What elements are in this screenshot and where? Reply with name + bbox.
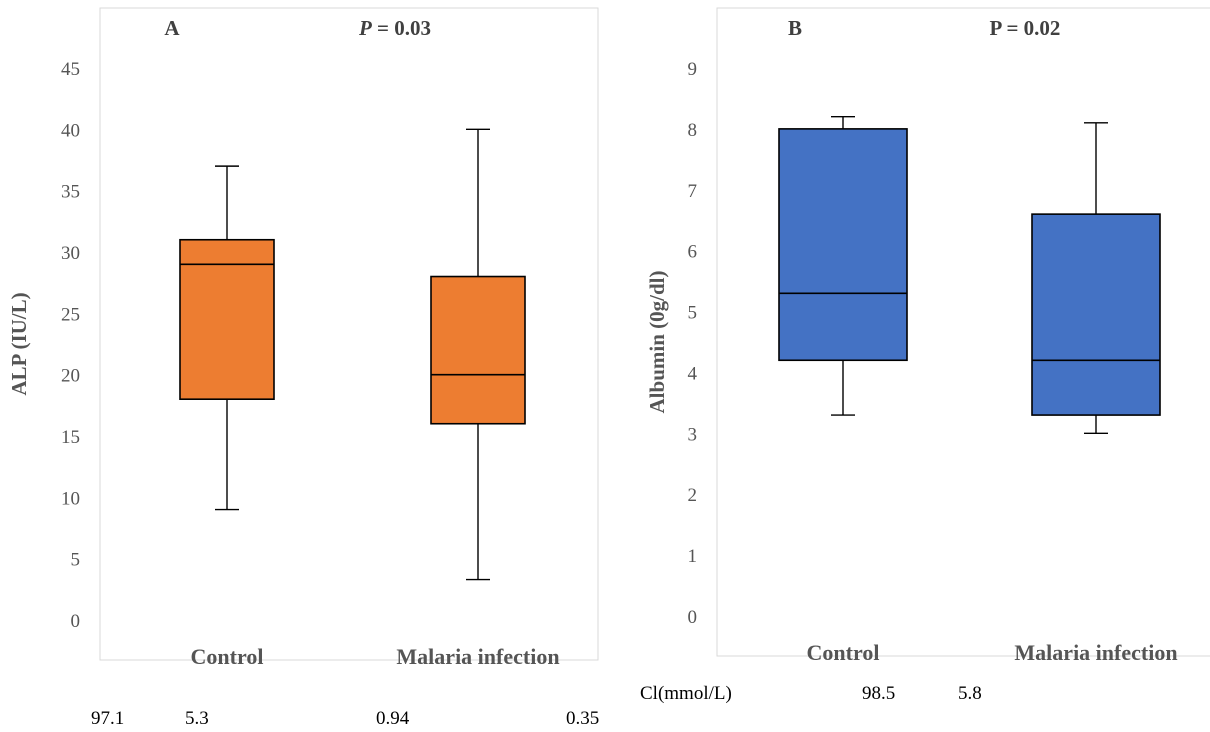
footer-cl-label: Cl(mmol/L) — [640, 683, 732, 704]
category-label: Malaria infection — [396, 644, 559, 669]
p-value-text: = 0.03 — [372, 16, 431, 40]
y-tick-label: 5 — [688, 303, 698, 324]
y-tick-label: 2 — [688, 485, 698, 506]
category-label: Control — [807, 640, 880, 665]
y-tick-label: 7 — [688, 181, 698, 202]
panel-label: A — [164, 16, 180, 40]
plot-border — [716, 7, 1210, 657]
y-tick-label: 35 — [61, 182, 80, 203]
box-control — [179, 165, 275, 511]
panel-b-albumin-boxplot: 0 1 2 3 4 5 6 7 8 9 Albumin (0g/dl) B P = 0.02 Contro… — [645, 7, 1210, 665]
footer-row-value-4: 0.35 — [566, 708, 600, 729]
box-iqr — [179, 238, 275, 400]
footer-cl-value-1: 98.5 — [862, 683, 896, 704]
y-tick-label: 6 — [688, 242, 698, 263]
footer-cl-value-2: 5.8 — [958, 683, 982, 704]
y-tick-label: 1 — [688, 546, 698, 567]
y-tick-label: 25 — [61, 304, 80, 325]
box-malaria-infection — [430, 128, 526, 581]
footer-row-value-3: 0.94 — [376, 708, 410, 729]
panel-label: B — [788, 16, 802, 40]
footer-row-value-2: 5.3 — [185, 708, 209, 729]
category-label: Control — [191, 644, 264, 669]
p-value-text: P = 0.02 — [990, 16, 1061, 40]
y-tick-label: 5 — [71, 550, 81, 571]
y-tick-label: 3 — [688, 424, 698, 445]
plot-border — [99, 7, 599, 661]
panel-a-alp-boxplot: 0 5 10 15 20 25 30 35 40 45 ALP (IU/L) A P = 0.03 Con… — [7, 7, 599, 669]
footer-row-value-1: 97.1 — [91, 708, 125, 729]
y-tick-label: 0 — [71, 611, 81, 632]
y-tick-label: 4 — [688, 363, 698, 384]
y-tick-label: 20 — [61, 366, 80, 387]
box-iqr — [430, 275, 526, 425]
y-axis-label: Albumin (0g/dl) — [645, 271, 669, 414]
y-tick-label: 9 — [688, 59, 698, 80]
y-tick-label: 30 — [61, 243, 80, 264]
y-tick-label: 45 — [61, 59, 80, 80]
y-tick-label: 10 — [61, 488, 80, 509]
category-label: Malaria infection — [1014, 640, 1177, 665]
p-value-label: P = 0.02 — [990, 16, 1061, 40]
p-value-italic: P — [358, 16, 372, 40]
y-tick-label: 15 — [61, 427, 80, 448]
box-control — [778, 116, 908, 416]
y-axis-label: ALP (IU/L) — [7, 292, 31, 395]
p-value-label: P = 0.03 — [358, 16, 431, 40]
box-iqr — [778, 128, 908, 362]
box-iqr — [1031, 213, 1161, 416]
y-tick-label: 8 — [688, 120, 698, 141]
box-malaria-infection — [1031, 122, 1161, 435]
y-tick-label: 40 — [61, 120, 80, 141]
y-tick-label: 0 — [688, 607, 698, 628]
